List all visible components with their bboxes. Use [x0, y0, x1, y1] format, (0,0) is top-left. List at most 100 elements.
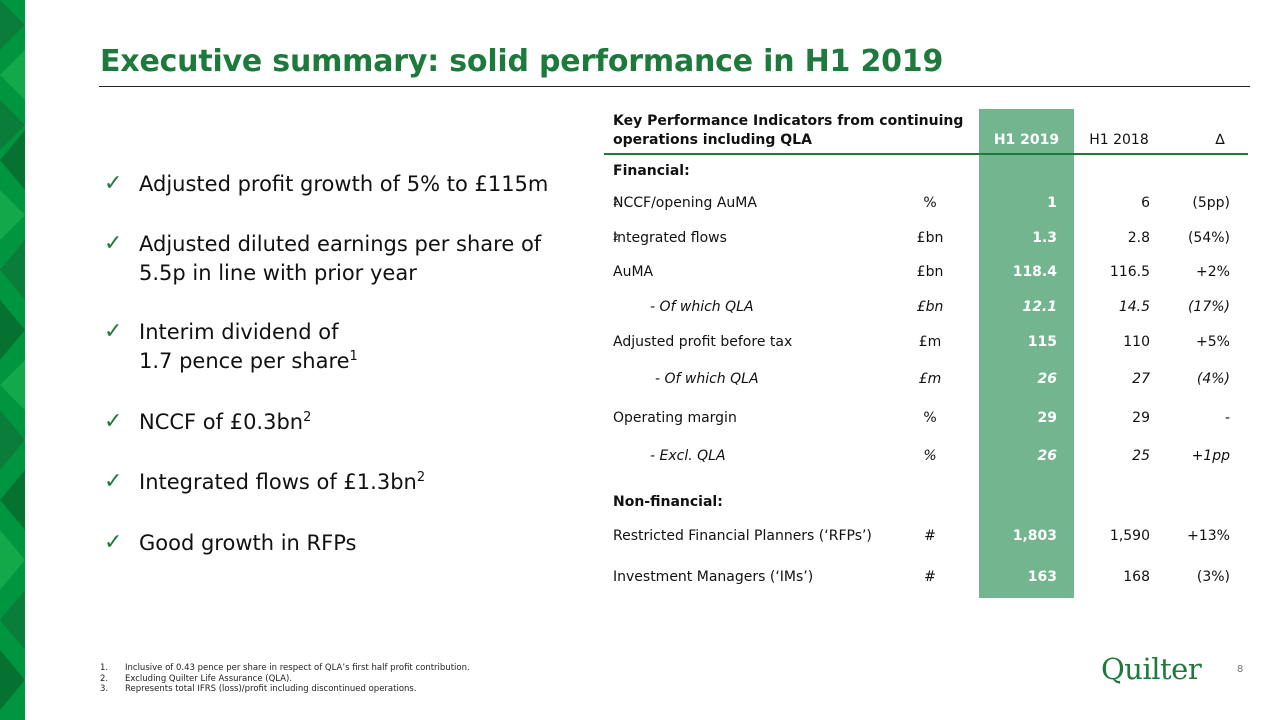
row-previous: 14.5	[1118, 299, 1150, 315]
table-row: NCCF/opening AuMA 2 % 1 6 (5pp)	[604, 191, 1248, 215]
row-previous: 116.5	[1109, 264, 1150, 280]
page-number: 8	[1237, 664, 1244, 675]
highlight-item: ✓ NCCF of £0.3bn2	[104, 408, 574, 437]
row-previous: 25	[1132, 448, 1150, 464]
row-footnote-ref: 2	[613, 198, 619, 208]
row-label: - Of which QLA	[650, 299, 754, 315]
footnote: 2. Excluding Quilter Life Assurance (QLA)…	[100, 674, 470, 685]
row-unit: #	[924, 528, 936, 544]
highlight-item: ✓ Adjusted profit growth of 5% to £115m	[104, 170, 574, 199]
highlight-item: ✓ Good growth in RFPs	[104, 529, 574, 558]
footnote-number: 3.	[100, 684, 109, 694]
row-delta: +2%	[1196, 264, 1230, 280]
highlight-footnote-ref: 1	[349, 349, 358, 364]
row-unit: %	[923, 410, 937, 426]
table-row: Adjusted profit before tax £m 115 110 +5…	[604, 330, 1248, 354]
row-delta: (17%)	[1187, 299, 1230, 315]
row-previous: 29	[1132, 410, 1150, 426]
footnote-text: Inclusive of 0.43 pence per share in res…	[125, 663, 470, 673]
checkmark-icon: ✓	[104, 171, 123, 196]
row-delta: +5%	[1196, 334, 1230, 350]
table-header-rule	[604, 153, 1248, 155]
footnote-number: 1.	[100, 663, 109, 673]
row-label: NCCF/opening AuMA	[613, 195, 757, 211]
section-nonfinancial: Non-financial:	[613, 494, 723, 510]
row-previous: 6	[1141, 195, 1150, 211]
table-row: AuMA £bn 118.4 116.5 +2%	[604, 260, 1248, 284]
column-header-current: H1 2019	[993, 132, 1060, 148]
row-current: 118.4	[1012, 264, 1057, 280]
row-unit: %	[923, 448, 937, 464]
row-current: 26	[1037, 448, 1057, 464]
row-label: Restricted Financial Planners (‘RFPs’)	[613, 528, 872, 544]
row-label: AuMA	[613, 264, 654, 280]
column-header-delta: ∆	[1215, 132, 1225, 148]
row-delta: -	[1224, 410, 1230, 426]
row-current: 1.3	[1032, 230, 1057, 246]
row-unit: #	[924, 569, 936, 585]
highlight-text: Interim dividend of 1.7 pence per share	[139, 320, 350, 373]
row-unit: £m	[918, 334, 942, 350]
current-period-highlight	[979, 109, 1074, 598]
table-row: Integrated flows 2 £bn 1.3 2.8 (54%)	[604, 226, 1248, 250]
row-current: 163	[1027, 569, 1057, 585]
table-row: Investment Managers (‘IMs’) # 163 168 (3…	[604, 565, 1248, 589]
row-previous: 110	[1123, 334, 1150, 350]
decorative-side-strip	[0, 0, 25, 720]
highlight-text: Adjusted diluted earnings per share of 5…	[139, 232, 542, 285]
highlight-text: Integrated flows of £1.3bn	[139, 470, 417, 494]
column-header-previous: H1 2018	[1089, 132, 1149, 148]
quilter-logo: Quilter	[1101, 652, 1202, 686]
highlight-item: ✓ Adjusted diluted earnings per share of…	[104, 230, 574, 288]
page-title: Executive summary: solid performance in …	[100, 44, 944, 79]
footnotes: 1. Inclusive of 0.43 pence per share in r…	[100, 663, 470, 695]
row-previous: 168	[1123, 569, 1150, 585]
row-current: 29	[1037, 410, 1057, 426]
footnote-number: 2.	[100, 673, 109, 684]
row-unit: £bn	[916, 299, 944, 315]
row-label: - Excl. QLA	[650, 448, 726, 464]
row-current: 115	[1027, 334, 1057, 350]
row-label: Investment Managers (‘IMs’)	[613, 569, 814, 585]
checkmark-icon: ✓	[104, 469, 123, 494]
row-label: - Of which QLA	[655, 371, 759, 387]
table-heading: Key Performance Indicators from continui…	[613, 113, 964, 148]
row-label: Integrated flows	[613, 230, 727, 246]
title-divider	[99, 86, 1250, 87]
row-delta: +1pp	[1191, 448, 1230, 464]
row-delta: +13%	[1187, 528, 1230, 544]
row-label: Adjusted profit before tax	[613, 334, 793, 350]
table-row: - Of which QLA £m 26 27 (4%)	[604, 367, 1248, 391]
highlight-text: Good growth in RFPs	[139, 531, 357, 555]
table-row: Restricted Financial Planners (‘RFPs’) #…	[604, 524, 1248, 548]
row-previous: 2.8	[1127, 230, 1150, 246]
row-current: 12.1	[1022, 299, 1057, 315]
row-previous: 1,590	[1109, 528, 1150, 544]
row-unit: £m	[918, 371, 942, 387]
row-current: 1,803	[1012, 528, 1057, 544]
checkmark-icon: ✓	[104, 409, 123, 434]
checkmark-icon: ✓	[104, 231, 123, 256]
triangle-pattern-icon	[0, 0, 25, 720]
highlight-footnote-ref: 2	[416, 470, 426, 485]
row-label: Operating margin	[613, 410, 737, 426]
row-delta: (54%)	[1187, 230, 1230, 246]
row-delta: (4%)	[1196, 371, 1230, 387]
row-unit: £bn	[916, 264, 944, 280]
highlight-text: NCCF of £0.3bn	[139, 410, 304, 434]
table-row: Operating margin % 29 29 -	[604, 406, 1248, 430]
highlight-item: ✓ Interim dividend of 1.7 pence per shar…	[104, 318, 574, 376]
highlight-text: Adjusted profit growth of 5% to £115m	[139, 172, 549, 196]
highlight-footnote-ref: 2	[303, 410, 312, 425]
footnote-text: Excluding Quilter Life Assurance (QLA).	[125, 673, 293, 684]
row-unit: £bn	[916, 230, 944, 246]
row-delta: (5pp)	[1192, 195, 1230, 211]
footnote-text: Represents total IFRS (loss)/profit incl…	[125, 684, 417, 694]
table-row: - Of which QLA £bn 12.1 14.5 (17%)	[604, 295, 1248, 319]
row-current: 26	[1037, 371, 1057, 387]
highlight-item: ✓ Integrated flows of £1.3bn2	[104, 468, 574, 497]
footnote: 3. Represents total IFRS (loss)/profit in…	[100, 684, 470, 695]
checkmark-icon: ✓	[104, 319, 123, 344]
section-financial: Financial:	[613, 163, 690, 179]
row-unit: %	[923, 195, 937, 211]
